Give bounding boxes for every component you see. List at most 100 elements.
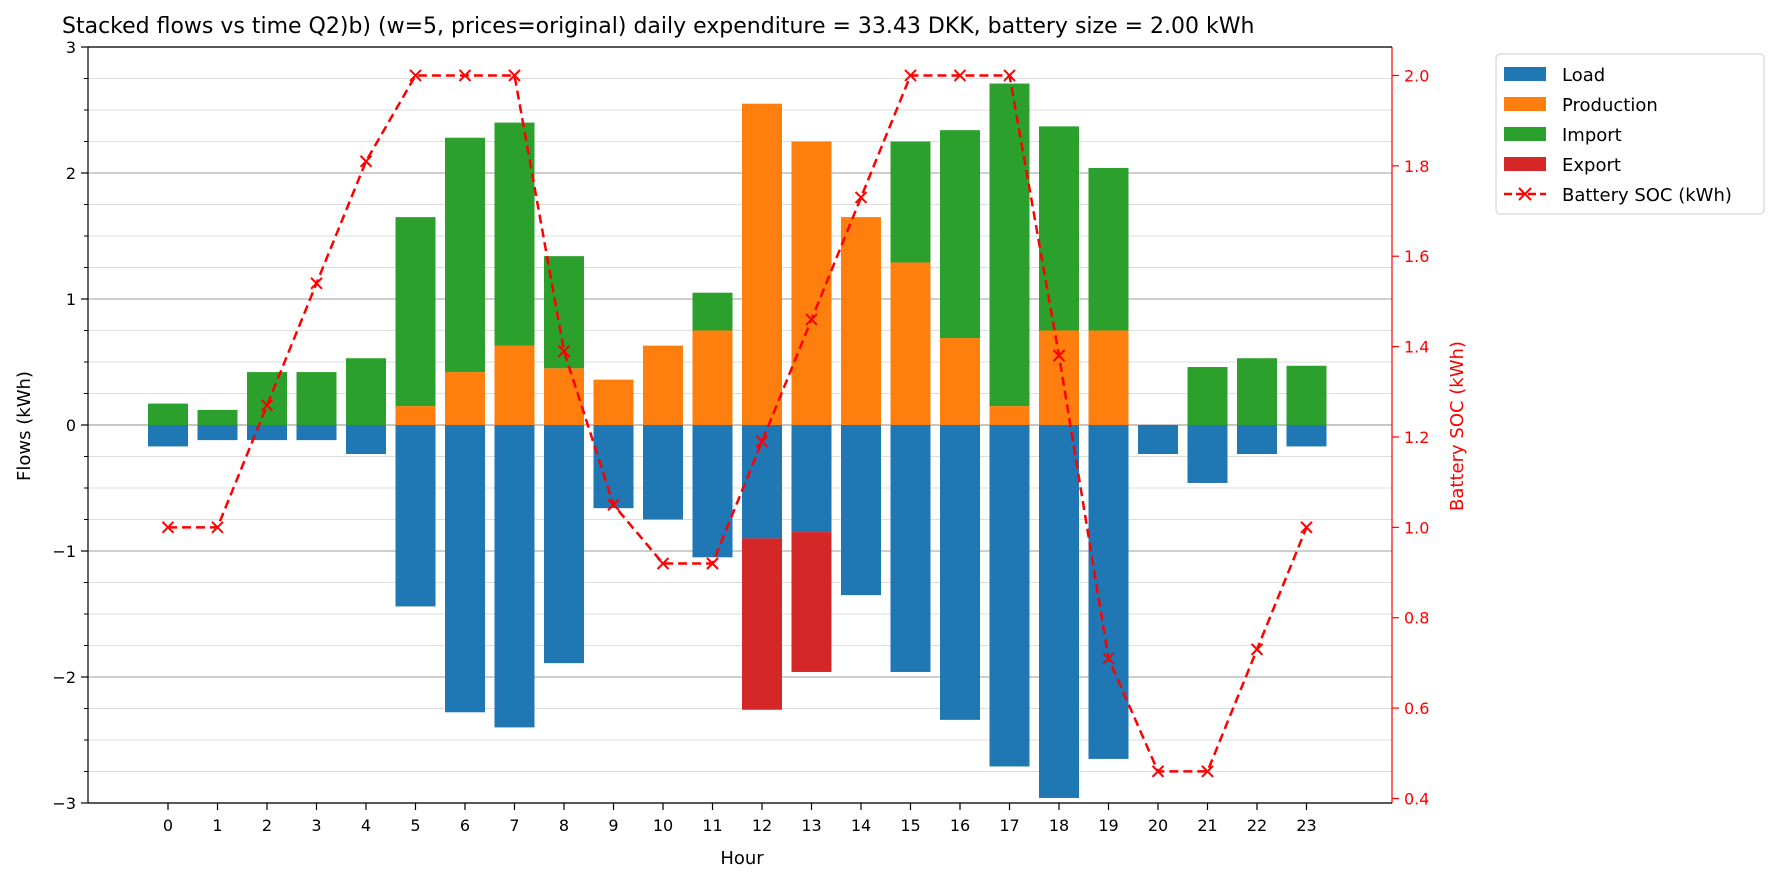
bar-import bbox=[148, 403, 188, 425]
bar-load bbox=[791, 425, 832, 533]
bar-load bbox=[296, 425, 337, 441]
x-tick-label: 13 bbox=[801, 816, 821, 835]
x-tick-label: 4 bbox=[361, 816, 371, 835]
legend-swatch-load bbox=[1504, 67, 1546, 81]
soc-marker bbox=[508, 69, 521, 82]
bar-import bbox=[346, 358, 386, 425]
bar-import bbox=[1039, 126, 1079, 331]
bar-load bbox=[445, 425, 485, 713]
x-tick-label: 7 bbox=[509, 816, 519, 835]
bar-production bbox=[544, 368, 584, 425]
y2-tick-label: 2.0 bbox=[1404, 66, 1429, 85]
bar-production bbox=[445, 372, 485, 425]
bar-load bbox=[494, 425, 535, 728]
legend-swatch-import bbox=[1504, 127, 1546, 141]
bar-load bbox=[989, 425, 1030, 767]
bar-load bbox=[1138, 425, 1178, 454]
x-tick-label: 21 bbox=[1197, 816, 1217, 835]
bar-load bbox=[395, 425, 436, 607]
soc-marker bbox=[260, 399, 274, 412]
bar-import bbox=[1237, 358, 1277, 425]
x-tick-label: 17 bbox=[999, 816, 1019, 835]
y-tick-label: −3 bbox=[52, 794, 76, 813]
legend-label-production: Production bbox=[1562, 95, 1658, 116]
x-tick-label: 22 bbox=[1247, 816, 1267, 835]
bar-load bbox=[1286, 425, 1327, 447]
soc-marker bbox=[656, 557, 670, 570]
legend-label-import: Import bbox=[1562, 125, 1622, 146]
bar-load bbox=[890, 425, 931, 672]
bar-import bbox=[445, 137, 485, 373]
soc-line bbox=[168, 74, 1308, 773]
legend-label-export: Export bbox=[1562, 155, 1621, 176]
soc-marker bbox=[359, 155, 373, 168]
x-axis-label: Hour bbox=[720, 848, 764, 869]
x-tick-label: 10 bbox=[653, 816, 673, 835]
x-tick-label: 8 bbox=[559, 816, 569, 835]
legend-frame bbox=[1495, 53, 1765, 215]
soc-line-layer bbox=[161, 69, 1313, 778]
x-tick-label: 23 bbox=[1296, 816, 1316, 835]
bar-import bbox=[247, 372, 287, 425]
y-axis-label: Flows (kWh) bbox=[14, 371, 35, 481]
y2-tick-label: 1.2 bbox=[1404, 428, 1429, 447]
soc-marker bbox=[161, 521, 175, 534]
legend-swatch-soc-marker bbox=[1518, 187, 1532, 201]
bar-load bbox=[593, 425, 634, 509]
bar-production bbox=[890, 262, 931, 425]
bar-import bbox=[1286, 365, 1327, 425]
bar-load bbox=[841, 425, 881, 596]
x-tick-label: 11 bbox=[702, 816, 722, 835]
y2-tick-label: 1.6 bbox=[1404, 247, 1429, 266]
bar-import bbox=[692, 292, 733, 331]
soc-marker bbox=[953, 69, 967, 82]
y2-tick-label: 0.8 bbox=[1404, 609, 1429, 628]
legend-label-load: Load bbox=[1562, 65, 1605, 86]
y-tick-label: 2 bbox=[66, 164, 76, 183]
x-tick-label: 3 bbox=[311, 816, 321, 835]
y-tick-label: −2 bbox=[52, 668, 76, 687]
bar-production bbox=[692, 330, 733, 425]
bar-production bbox=[494, 345, 535, 425]
bar-import bbox=[494, 122, 535, 346]
soc-marker bbox=[409, 69, 422, 82]
soc-marker bbox=[904, 69, 917, 82]
bar-load bbox=[544, 425, 584, 664]
bar-production bbox=[1039, 330, 1079, 425]
bar-production bbox=[395, 406, 436, 425]
soc-marker bbox=[755, 435, 769, 448]
bar-production bbox=[742, 103, 782, 425]
soc-marker bbox=[557, 344, 571, 358]
y2-tick-label: 0.6 bbox=[1404, 699, 1429, 718]
legend-swatch-production bbox=[1504, 97, 1546, 111]
x-tick-label: 19 bbox=[1098, 816, 1118, 835]
bar-load bbox=[692, 425, 733, 558]
legend-swatch-export bbox=[1504, 157, 1546, 171]
y2-axis-label: Battery SOC (kWh) bbox=[1447, 341, 1468, 511]
legend-label-soc: Battery SOC (kWh) bbox=[1562, 185, 1732, 206]
bar-load bbox=[643, 425, 683, 520]
bar-import bbox=[395, 217, 436, 407]
x-tick-label: 20 bbox=[1148, 816, 1168, 835]
bar-export bbox=[791, 532, 832, 672]
soc-marker bbox=[1250, 643, 1264, 656]
bar-production bbox=[791, 141, 832, 425]
bar-production bbox=[643, 345, 683, 425]
bar-export bbox=[742, 538, 782, 710]
bar-import bbox=[1187, 367, 1228, 425]
bar-load bbox=[197, 425, 238, 441]
x-tick-label: 18 bbox=[1049, 816, 1069, 835]
legend: Load Production Import Export Battery SO… bbox=[1495, 53, 1765, 215]
bar-import bbox=[296, 372, 337, 425]
bar-load bbox=[346, 425, 386, 454]
bar-import bbox=[890, 141, 931, 263]
y-tick-label: 0 bbox=[66, 416, 76, 435]
bar-production bbox=[593, 379, 634, 425]
soc-marker bbox=[310, 277, 323, 290]
bar-load bbox=[1088, 425, 1129, 759]
y-tick-label: −1 bbox=[52, 542, 76, 561]
soc-marker bbox=[458, 69, 472, 82]
soc-marker bbox=[211, 521, 224, 534]
